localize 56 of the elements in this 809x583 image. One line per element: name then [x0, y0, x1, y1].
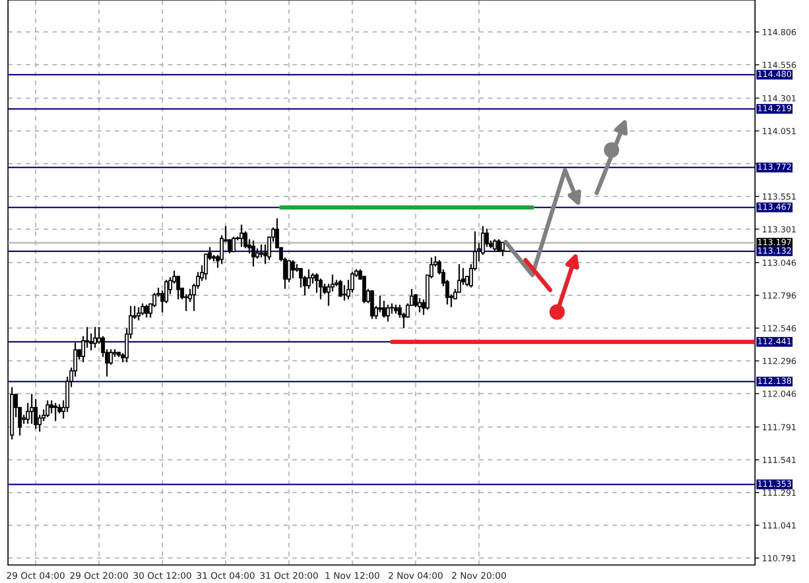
ref-line-label: 113.132 — [758, 247, 791, 254]
candlestick — [338, 280, 342, 297]
candlestick — [378, 295, 382, 313]
x-tick-label: 2 Nov 20:00 — [452, 572, 506, 579]
y-tick-label: 111.541 — [762, 456, 796, 464]
x-tick-label: 31 Oct 20:00 — [260, 572, 318, 579]
candlestick — [144, 304, 148, 318]
candlestick — [291, 260, 295, 278]
candlestick — [386, 304, 390, 322]
candlestick — [54, 402, 58, 422]
y-tick-label: 111.291 — [762, 490, 796, 496]
y-tick-label: 111.791 — [762, 424, 796, 430]
candlestick — [108, 349, 113, 365]
candlestick — [93, 326, 98, 348]
candlestick — [500, 242, 505, 256]
ref-line-label: 112.441 — [758, 338, 791, 344]
candlestick — [342, 284, 346, 301]
y-tick-label: 111.041 — [762, 522, 796, 529]
candlestick — [30, 394, 34, 424]
x-tick-label: 1 Nov 12:00 — [326, 572, 380, 579]
x-tick-label: 31 Oct 04:00 — [196, 572, 254, 579]
ref-line-label: 113.197 — [758, 238, 791, 246]
ref-line-label: 113.467 — [758, 204, 791, 210]
candlestick — [259, 244, 264, 258]
y-tick-label: 112.296 — [762, 358, 796, 364]
x-tick-label: 2 Nov 04:00 — [388, 572, 443, 579]
y-tick-label: 113.046 — [762, 260, 796, 266]
candlestick — [251, 240, 256, 267]
candlestick — [418, 298, 422, 313]
ref-line-label: 114.480 — [758, 70, 792, 78]
candlestick — [136, 307, 141, 320]
candlestick — [496, 239, 501, 252]
candlestick — [492, 239, 497, 251]
y-tick-label: 114.051 — [762, 128, 796, 134]
ref-line-label: 114.219 — [758, 105, 792, 112]
y-tick-label: 114.556 — [762, 62, 796, 68]
x-tick-label: 30 Oct 12:00 — [134, 572, 192, 579]
ref-line-label: 113.772 — [758, 164, 791, 170]
x-tick-label: 29 Oct 04:00 — [6, 572, 65, 579]
y-tick-label: 112.046 — [762, 390, 796, 397]
candlestick — [287, 260, 291, 282]
y-tick-label: 114.301 — [762, 95, 796, 102]
x-tick-label: 29 Oct 20:00 — [70, 572, 128, 579]
y-tick-label: 113.551 — [762, 193, 796, 200]
ref-line-label: 112.138 — [758, 378, 792, 384]
ref-line-label: 111.353 — [758, 480, 792, 487]
y-tick-label: 114.806 — [762, 28, 796, 36]
candlestick — [46, 400, 50, 418]
y-tick-label: 112.796 — [762, 292, 796, 299]
candlestick — [232, 236, 236, 252]
y-tick-label: 113.301 — [762, 226, 796, 232]
candlestick — [255, 248, 260, 259]
y-tick-label: 110.791 — [762, 555, 796, 562]
candlestick — [306, 269, 311, 289]
candlestick — [240, 224, 244, 248]
y-tick-label: 112.546 — [762, 325, 796, 332]
